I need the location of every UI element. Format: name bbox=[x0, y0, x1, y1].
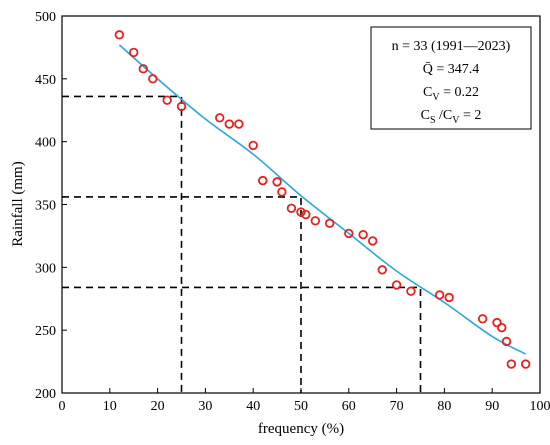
data-point bbox=[501, 336, 512, 347]
reference-lines bbox=[62, 95, 422, 393]
stat-cs-cv: CS /CV = 2 bbox=[421, 108, 482, 126]
data-point bbox=[114, 30, 125, 40]
y-tick-label: 500 bbox=[35, 10, 56, 25]
data-point bbox=[286, 203, 297, 213]
stats-box-frame bbox=[370, 26, 532, 130]
data-point bbox=[234, 119, 244, 129]
reference-line bbox=[62, 286, 422, 393]
data-point bbox=[520, 359, 531, 369]
data-point bbox=[492, 317, 502, 328]
x-tick-label: 60 bbox=[342, 399, 356, 414]
data-point bbox=[406, 286, 416, 296]
data-point bbox=[324, 218, 335, 229]
x-tick-label: 40 bbox=[246, 399, 260, 414]
data-point bbox=[358, 229, 368, 240]
stat-cv-value: = 0.22 bbox=[440, 85, 479, 100]
stat-cs-subscript: S bbox=[430, 115, 436, 126]
y-tick-label: 450 bbox=[35, 73, 56, 88]
stat-cv-subscript: V bbox=[432, 92, 440, 103]
y-tick-label: 300 bbox=[35, 261, 56, 276]
data-point bbox=[377, 265, 387, 275]
stat-cs-cv-subscript: V bbox=[452, 115, 460, 126]
data-point bbox=[215, 113, 225, 123]
data-point bbox=[128, 47, 139, 58]
stat-cv-symbol: C bbox=[423, 85, 432, 100]
data-points bbox=[114, 30, 531, 369]
data-point bbox=[368, 236, 378, 246]
stat-cs-over: /C bbox=[436, 108, 453, 123]
data-point bbox=[162, 95, 172, 105]
data-point bbox=[248, 140, 258, 151]
stats-box: n = 33 (1991—2023) Q̄ = 347.4 CV = 0.22 … bbox=[370, 26, 532, 130]
stat-mean: Q̄ = 347.4 bbox=[423, 61, 480, 77]
data-point bbox=[310, 216, 321, 226]
data-point bbox=[148, 74, 158, 84]
y-tick-label: 200 bbox=[35, 387, 56, 402]
x-tick-label: 100 bbox=[530, 399, 550, 414]
data-point bbox=[277, 187, 287, 197]
data-point bbox=[434, 290, 445, 300]
y-tick-label: 350 bbox=[35, 199, 56, 214]
data-point bbox=[506, 359, 517, 369]
data-point bbox=[497, 322, 507, 333]
x-tick-label: 70 bbox=[390, 399, 404, 414]
x-tick-label: 80 bbox=[437, 399, 451, 414]
stat-cs-value: = 2 bbox=[459, 108, 481, 123]
x-tick-label: 0 bbox=[59, 399, 66, 414]
data-point bbox=[344, 228, 354, 239]
data-point bbox=[224, 119, 234, 129]
x-axis-label: frequency (%) bbox=[258, 421, 344, 437]
x-axis: 0 10 20 30 40 50 60 70 80 90 100 bbox=[59, 388, 550, 414]
data-point bbox=[138, 64, 148, 74]
y-tick-label: 400 bbox=[35, 136, 56, 151]
data-point bbox=[444, 292, 454, 303]
data-point bbox=[301, 209, 311, 220]
stat-cv: CV = 0.22 bbox=[423, 85, 479, 103]
y-axis: 200 250 300 350 400 450 500 bbox=[35, 10, 67, 402]
y-axis-label: Rainfall (mm) bbox=[10, 161, 26, 246]
x-tick-label: 90 bbox=[485, 399, 499, 414]
x-tick-label: 10 bbox=[103, 399, 117, 414]
data-point bbox=[477, 314, 488, 324]
reference-line bbox=[62, 95, 183, 393]
x-tick-label: 50 bbox=[294, 399, 308, 414]
stat-cs-symbol: C bbox=[421, 108, 430, 123]
fitted-curve bbox=[118, 44, 527, 355]
data-point bbox=[176, 101, 187, 112]
data-point bbox=[391, 280, 402, 290]
stat-sample-size: n = 33 (1991—2023) bbox=[392, 39, 511, 54]
data-point bbox=[258, 175, 268, 186]
data-point bbox=[296, 207, 306, 217]
x-tick-label: 30 bbox=[198, 399, 212, 414]
data-point bbox=[272, 177, 282, 187]
y-tick-label: 250 bbox=[35, 324, 56, 339]
x-tick-label: 20 bbox=[151, 399, 165, 414]
